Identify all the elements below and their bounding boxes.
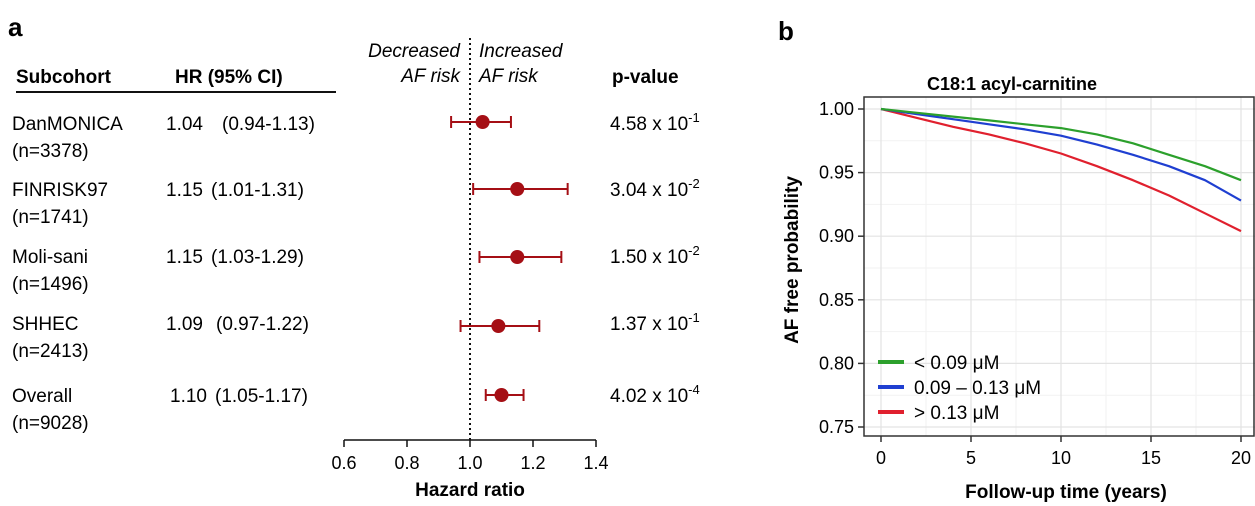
row-ci: (1.03-1.29) [211,247,304,268]
legend-label-low: < 0.09 μM [914,353,999,374]
forest-x-tick-label: 1.4 [583,453,608,473]
survival-line [880,107,1242,233]
x-tick-label: 10 [1051,448,1071,468]
hr-point [475,115,490,129]
y-tick-label: 0.75 [819,417,854,437]
panel-a-letter: a [8,12,23,42]
survival-line [880,107,1242,202]
row-pvalue: 1.50 x 10-2 [610,243,700,268]
forest-row: FINRISK97 (n=1741) 1.15 (1.01-1.31) 3.04… [12,176,700,228]
row-name: FINRISK97 [12,180,108,201]
hr-point [491,319,506,333]
decreased-label-line2: AF risk [400,66,461,87]
plot-border [863,96,1255,437]
header-pvalue: p-value [612,67,679,88]
survival-x-axis-title: Follow-up time (years) [965,482,1167,503]
forest-x-tick-label: 1.2 [520,453,545,473]
survival-chart-title: C18:1 acyl-carnitine [927,74,1097,94]
x-tick-label: 15 [1141,448,1161,468]
row-name: Overall [12,386,72,407]
row-pvalue: 4.58 x 10-1 [610,110,700,135]
row-n: (n=1741) [12,207,89,228]
y-tick-label: 1.00 [819,99,854,119]
row-name: Moli-sani [12,247,88,268]
header-hr-ci: HR (95% CI) [175,67,283,88]
row-pvalue: 4.02 x 10-4 [610,382,700,407]
row-hr: 1.04 [166,114,203,135]
row-name: SHHEC [12,314,79,335]
survival-y-axis-title: AF free probability [782,176,803,344]
y-tick-label: 0.80 [819,353,854,373]
row-pvalue: 1.37 x 10-1 [610,310,700,335]
row-name: DanMONICA [12,114,123,135]
y-tick-label: 0.85 [819,290,854,310]
forest-x-tick-label: 1.0 [457,453,482,473]
row-pvalue: 3.04 x 10-2 [610,176,700,201]
header-subcohort: Subcohort [16,67,112,88]
legend-label-high: > 0.13 μM [914,403,999,424]
row-ci: (1.05-1.17) [215,386,308,407]
row-hr: 1.09 [166,314,203,335]
hr-point [510,182,525,196]
x-tick-label: 5 [966,448,976,468]
row-ci: (0.94-1.13) [222,114,315,135]
x-tick-label: 20 [1231,448,1251,468]
hr-point [510,250,525,264]
survival-legend: < 0.09 μM 0.09 – 0.13 μM > 0.13 μM [878,353,1041,424]
row-ci: (1.01-1.31) [211,180,304,201]
row-n: (n=1496) [12,274,89,295]
decreased-label-line1: Decreased [368,41,461,62]
row-hr: 1.15 [166,180,203,201]
increased-label-line2: AF risk [478,66,539,87]
forest-x-axis-title: Hazard ratio [415,480,525,501]
forest-row: Moli-sani (n=1496) 1.15 (1.03-1.29) 1.50… [12,243,700,295]
survival-line [880,107,1242,182]
forest-plot-area: 0.6 0.8 1.0 1.2 1.4 [331,38,609,473]
forest-row: SHHEC (n=2413) 1.09 (0.97-1.22) 1.37 x 1… [12,310,700,362]
row-hr: 1.15 [166,247,203,268]
x-tick-label: 0 [876,448,886,468]
row-n: (n=2413) [12,341,89,362]
y-tick-label: 0.95 [819,163,854,183]
survival-plot-area: 0 5 10 15 20 0.75 0.80 0.85 0.90 0.95 1.00 [819,96,1255,468]
legend-label-mid: 0.09 – 0.13 μM [914,378,1041,399]
forest-x-tick-label: 0.8 [394,453,419,473]
row-n: (n=9028) [12,413,89,434]
row-n: (n=3378) [12,141,89,162]
hr-point [494,388,509,402]
forest-x-tick-label: 0.6 [331,453,356,473]
forest-row: Overall (n=9028) 1.10 (1.05-1.17) 4.02 x… [12,382,700,434]
increased-label-line1: Increased [479,41,564,62]
panel-b-letter: b [778,16,794,46]
y-tick-label: 0.90 [819,226,854,246]
row-ci: (0.97-1.22) [216,314,309,335]
row-hr: 1.10 [170,386,207,407]
forest-row: DanMONICA (n=3378) 1.04 (0.94-1.13) 4.58… [12,110,700,162]
